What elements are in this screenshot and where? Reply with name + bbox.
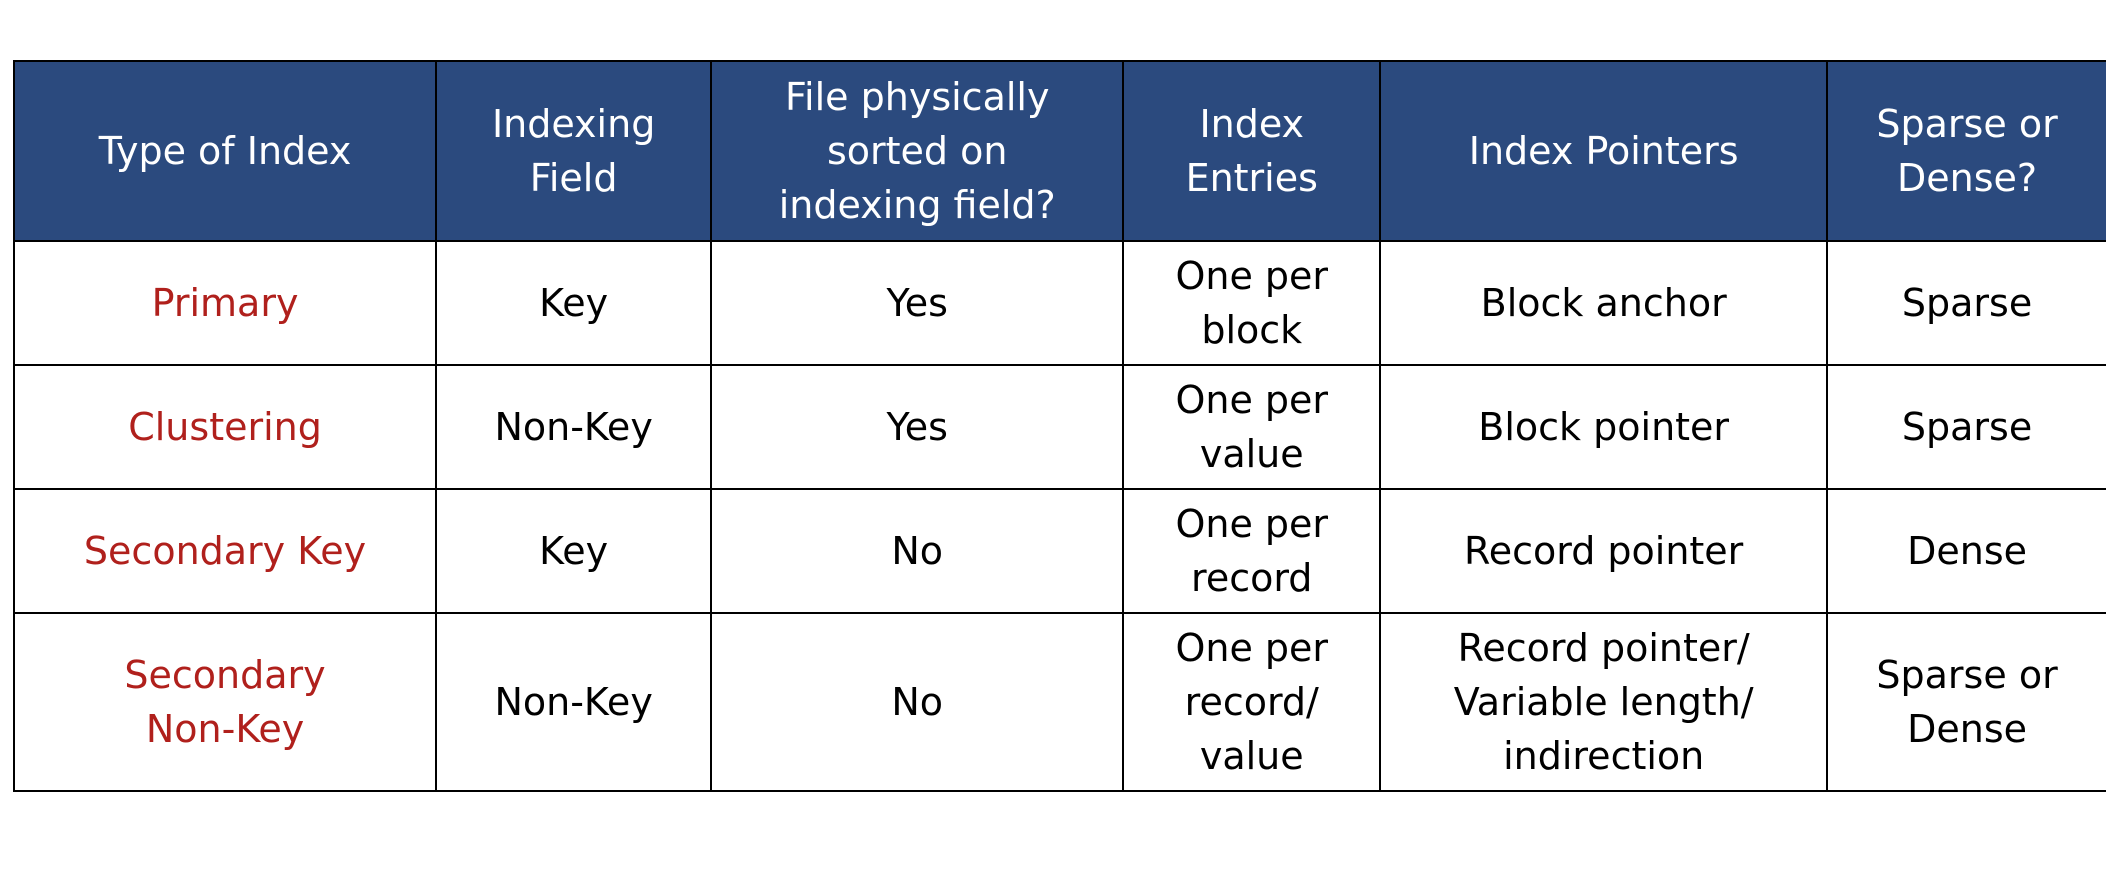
cell-indexing-field: Key xyxy=(435,240,713,366)
header-indexing-field: Indexing Field xyxy=(435,60,713,242)
table-row: Primary Key Yes One per block Block anch… xyxy=(12,240,2106,366)
cell-type: Primary xyxy=(12,240,438,366)
cell-physically-sorted: No xyxy=(710,488,1125,614)
index-types-table: Type of Index Indexing Field File physic… xyxy=(12,60,2106,792)
cell-index-entries: One per record xyxy=(1122,488,1382,614)
cell-indexing-field: Non-Key xyxy=(435,364,713,490)
header-index-entries: Index Entries xyxy=(1122,60,1382,242)
cell-indexing-field: Non-Key xyxy=(435,612,713,792)
cell-index-entries: One per block xyxy=(1122,240,1382,366)
table-row: Secondary Key Key No One per record Reco… xyxy=(12,488,2106,614)
cell-sparse-or-dense: Sparse or Dense xyxy=(1826,612,2106,792)
cell-index-pointers: Record pointer/ Variable length/ indirec… xyxy=(1379,612,1829,792)
cell-index-pointers: Record pointer xyxy=(1379,488,1829,614)
table-row: Clustering Non-Key Yes One per value Blo… xyxy=(12,364,2106,490)
cell-sparse-or-dense: Sparse xyxy=(1826,364,2106,490)
cell-index-pointers: Block anchor xyxy=(1379,240,1829,366)
header-type-of-index: Type of Index xyxy=(12,60,438,242)
cell-index-pointers: Block pointer xyxy=(1379,364,1829,490)
cell-sparse-or-dense: Dense xyxy=(1826,488,2106,614)
cell-sparse-or-dense: Sparse xyxy=(1826,240,2106,366)
table-row: Secondary Non-Key Non-Key No One per rec… xyxy=(12,612,2106,792)
header-physically-sorted: File physically sorted on indexing field… xyxy=(710,60,1125,242)
cell-type: Clustering xyxy=(12,364,438,490)
header-sparse-or-dense: Sparse or Dense? xyxy=(1826,60,2106,242)
cell-index-entries: One per record/ value xyxy=(1122,612,1382,792)
cell-type: Secondary Key xyxy=(12,488,438,614)
header-index-pointers: Index Pointers xyxy=(1379,60,1829,242)
cell-indexing-field: Key xyxy=(435,488,713,614)
cell-index-entries: One per value xyxy=(1122,364,1382,490)
table-header-row: Type of Index Indexing Field File physic… xyxy=(12,60,2106,242)
cell-physically-sorted: Yes xyxy=(710,364,1125,490)
cell-physically-sorted: No xyxy=(710,612,1125,792)
cell-type: Secondary Non-Key xyxy=(12,612,438,792)
cell-physically-sorted: Yes xyxy=(710,240,1125,366)
